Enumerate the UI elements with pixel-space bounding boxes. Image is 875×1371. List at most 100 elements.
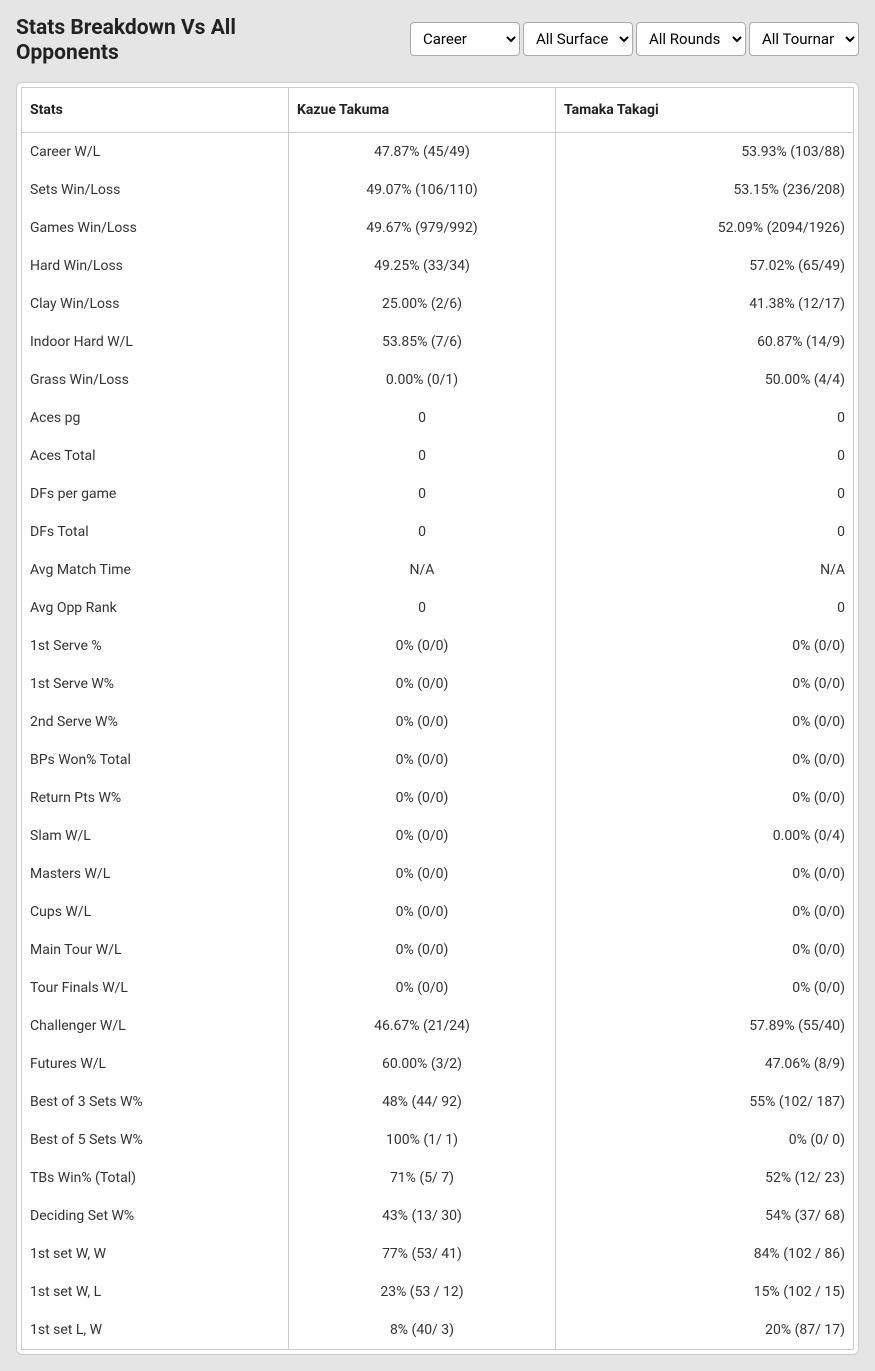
stat-label: 1st set L, W — [22, 1311, 289, 1350]
stat-value-player2: 0% (0/0) — [556, 779, 854, 817]
table-row: Sets Win/Loss49.07% (106/110)53.15% (236… — [22, 171, 854, 209]
stat-value-player2: N/A — [556, 551, 854, 589]
table-row: Games Win/Loss49.67% (979/992)52.09% (20… — [22, 209, 854, 247]
stat-value-player1: 77% (53/ 41) — [289, 1235, 556, 1273]
stat-label: TBs Win% (Total) — [22, 1159, 289, 1197]
stat-value-player1: 49.67% (979/992) — [289, 209, 556, 247]
stat-label: Hard Win/Loss — [22, 247, 289, 285]
stat-value-player2: 55% (102/ 187) — [556, 1083, 854, 1121]
table-row: Tour Finals W/L0% (0/0)0% (0/0) — [22, 969, 854, 1007]
career-filter[interactable]: Career — [410, 22, 520, 56]
tournament-filter[interactable]: All Tournaments — [749, 22, 859, 56]
round-filter[interactable]: All Rounds — [636, 22, 746, 56]
stat-label: Best of 5 Sets W% — [22, 1121, 289, 1159]
stat-value-player1: N/A — [289, 551, 556, 589]
stat-value-player1: 46.67% (21/24) — [289, 1007, 556, 1045]
table-row: Cups W/L0% (0/0)0% (0/0) — [22, 893, 854, 931]
stat-value-player1: 0% (0/0) — [289, 703, 556, 741]
stat-value-player1: 43% (13/ 30) — [289, 1197, 556, 1235]
table-row: DFs per game00 — [22, 475, 854, 513]
stat-label: Masters W/L — [22, 855, 289, 893]
stat-label: Futures W/L — [22, 1045, 289, 1083]
stat-label: 2nd Serve W% — [22, 703, 289, 741]
stat-value-player2: 0.00% (0/4) — [556, 817, 854, 855]
table-row: Deciding Set W%43% (13/ 30)54% (37/ 68) — [22, 1197, 854, 1235]
stat-value-player2: 0 — [556, 437, 854, 475]
stat-value-player2: 52% (12/ 23) — [556, 1159, 854, 1197]
stat-label: 1st Serve % — [22, 627, 289, 665]
col-header-player1: Kazue Takuma — [289, 88, 556, 133]
stat-value-player2: 0% (0/0) — [556, 931, 854, 969]
stat-value-player1: 0% (0/0) — [289, 969, 556, 1007]
stat-value-player2: 0% (0/0) — [556, 893, 854, 931]
stat-value-player2: 47.06% (8/9) — [556, 1045, 854, 1083]
stat-value-player2: 0% (0/ 0) — [556, 1121, 854, 1159]
stat-label: Clay Win/Loss — [22, 285, 289, 323]
stat-value-player2: 0% (0/0) — [556, 627, 854, 665]
stat-value-player2: 0 — [556, 475, 854, 513]
stat-label: Avg Match Time — [22, 551, 289, 589]
stat-label: Games Win/Loss — [22, 209, 289, 247]
stat-value-player1: 0% (0/0) — [289, 779, 556, 817]
stat-label: Aces pg — [22, 399, 289, 437]
table-row: Avg Match TimeN/AN/A — [22, 551, 854, 589]
table-row: Indoor Hard W/L53.85% (7/6)60.87% (14/9) — [22, 323, 854, 361]
table-row: DFs Total00 — [22, 513, 854, 551]
stat-value-player1: 0 — [289, 399, 556, 437]
table-row: Best of 5 Sets W%100% (1/ 1)0% (0/ 0) — [22, 1121, 854, 1159]
stat-label: Main Tour W/L — [22, 931, 289, 969]
stat-value-player1: 25.00% (2/6) — [289, 285, 556, 323]
stat-value-player1: 60.00% (3/2) — [289, 1045, 556, 1083]
stat-label: 1st set W, L — [22, 1273, 289, 1311]
stats-table-wrapper: Stats Kazue Takuma Tamaka Takagi Career … — [16, 82, 859, 1355]
stat-label: Tour Finals W/L — [22, 969, 289, 1007]
page-title: Stats Breakdown Vs All Opponents — [16, 16, 316, 66]
stat-label: Indoor Hard W/L — [22, 323, 289, 361]
stat-value-player1: 0% (0/0) — [289, 665, 556, 703]
stat-label: Sets Win/Loss — [22, 171, 289, 209]
stats-table: Stats Kazue Takuma Tamaka Takagi Career … — [21, 87, 854, 1350]
stat-label: DFs Total — [22, 513, 289, 551]
table-row: Career W/L47.87% (45/49)53.93% (103/88) — [22, 133, 854, 172]
table-row: 1st Serve %0% (0/0)0% (0/0) — [22, 627, 854, 665]
table-row: Return Pts W%0% (0/0)0% (0/0) — [22, 779, 854, 817]
table-row: Masters W/L0% (0/0)0% (0/0) — [22, 855, 854, 893]
table-row: 1st set L, W8% (40/ 3)20% (87/ 17) — [22, 1311, 854, 1350]
stat-label: 1st Serve W% — [22, 665, 289, 703]
table-row: 1st set W, W77% (53/ 41)84% (102 / 86) — [22, 1235, 854, 1273]
stat-label: Cups W/L — [22, 893, 289, 931]
stat-value-player1: 0 — [289, 475, 556, 513]
stat-value-player1: 100% (1/ 1) — [289, 1121, 556, 1159]
table-row: Best of 3 Sets W%48% (44/ 92)55% (102/ 1… — [22, 1083, 854, 1121]
table-row: Challenger W/L46.67% (21/24)57.89% (55/4… — [22, 1007, 854, 1045]
stat-value-player2: 0% (0/0) — [556, 969, 854, 1007]
table-row: Slam W/L0% (0/0)0.00% (0/4) — [22, 817, 854, 855]
table-row: Grass Win/Loss0.00% (0/1)50.00% (4/4) — [22, 361, 854, 399]
stat-label: Return Pts W% — [22, 779, 289, 817]
stat-value-player1: 0% (0/0) — [289, 741, 556, 779]
table-row: Aces Total00 — [22, 437, 854, 475]
stat-value-player2: 15% (102 / 15) — [556, 1273, 854, 1311]
surface-filter[interactable]: All Surfaces — [523, 22, 633, 56]
stat-label: Avg Opp Rank — [22, 589, 289, 627]
stat-label: BPs Won% Total — [22, 741, 289, 779]
stat-label: Grass Win/Loss — [22, 361, 289, 399]
stat-value-player1: 0% (0/0) — [289, 627, 556, 665]
stat-value-player1: 8% (40/ 3) — [289, 1311, 556, 1350]
stat-value-player1: 0% (0/0) — [289, 893, 556, 931]
stat-value-player2: 52.09% (2094/1926) — [556, 209, 854, 247]
table-row: Hard Win/Loss49.25% (33/34)57.02% (65/49… — [22, 247, 854, 285]
table-header-row: Stats Kazue Takuma Tamaka Takagi — [22, 88, 854, 133]
stat-value-player1: 53.85% (7/6) — [289, 323, 556, 361]
table-row: Avg Opp Rank00 — [22, 589, 854, 627]
table-row: BPs Won% Total0% (0/0)0% (0/0) — [22, 741, 854, 779]
stat-value-player2: 60.87% (14/9) — [556, 323, 854, 361]
stat-value-player1: 0 — [289, 589, 556, 627]
stat-label: Challenger W/L — [22, 1007, 289, 1045]
stat-value-player1: 0.00% (0/1) — [289, 361, 556, 399]
stat-value-player2: 50.00% (4/4) — [556, 361, 854, 399]
table-row: TBs Win% (Total)71% (5/ 7)52% (12/ 23) — [22, 1159, 854, 1197]
stat-value-player2: 57.89% (55/40) — [556, 1007, 854, 1045]
stat-label: Aces Total — [22, 437, 289, 475]
table-row: 1st Serve W%0% (0/0)0% (0/0) — [22, 665, 854, 703]
